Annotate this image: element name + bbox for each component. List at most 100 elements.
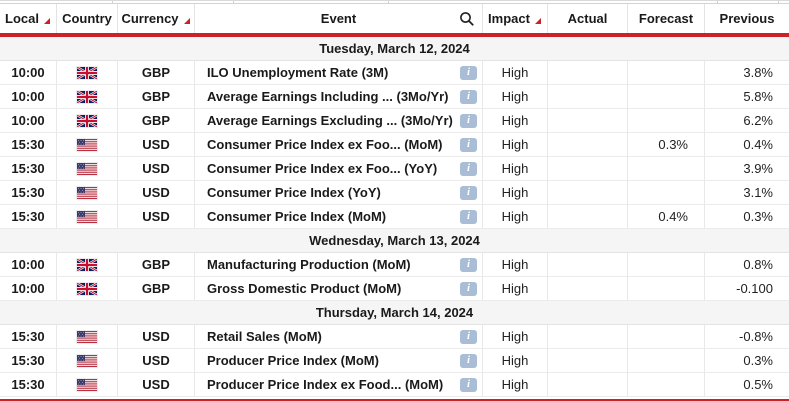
date-header: Tuesday, March 12, 2024 (0, 37, 789, 61)
sort-icon (43, 17, 51, 25)
previous-cell: 5.8% (743, 89, 773, 104)
event-name: Consumer Price Index ex Foo... (YoY) (207, 161, 438, 176)
forecast-cell (628, 349, 705, 372)
impact-cell: High (483, 181, 548, 204)
forecast-cell: 0.4% (628, 205, 705, 228)
impact-cell: High (483, 349, 548, 372)
info-icon[interactable]: i (460, 377, 477, 392)
event-name: Average Earnings Excluding ... (3Mo/Yr) (207, 113, 453, 128)
info-icon[interactable]: i (460, 65, 477, 80)
table-row[interactable]: 15:30 USD Consumer Price Index (YoY) i High 3… (0, 181, 789, 205)
table-row[interactable]: 10:00 GBP Average Earnings Excluding ... (… (0, 109, 789, 133)
previous-cell: 0.3% (743, 353, 773, 368)
info-icon[interactable]: i (460, 257, 477, 272)
currency-cell: USD (118, 349, 195, 372)
currency-cell: GBP (118, 277, 195, 300)
currency-cell: GBP (118, 85, 195, 108)
actual-cell (548, 253, 628, 276)
country-cell (57, 253, 118, 276)
top-edge (0, 0, 789, 4)
event-cell: ILO Unemployment Rate (3M) i (195, 61, 483, 84)
currency-cell: GBP (118, 109, 195, 132)
us-flag-icon (77, 210, 97, 223)
column-label: Impact (488, 11, 530, 26)
event-cell: Producer Price Index ex Food... (MoM) i (195, 373, 483, 396)
table-header: Local Country Currency Event Impact Actu… (0, 4, 789, 33)
info-icon[interactable]: i (460, 209, 477, 224)
country-cell (57, 181, 118, 204)
info-icon[interactable]: i (460, 281, 477, 296)
table-row[interactable]: 10:00 GBP ILO Unemployment Rate (3M) i High 3… (0, 61, 789, 85)
previous-cell: 0.4% (743, 137, 773, 152)
table-row[interactable]: 15:30 USD Producer Price Index (MoM) i High 0… (0, 349, 789, 373)
country-cell (57, 205, 118, 228)
forecast-cell (628, 253, 705, 276)
table-row[interactable]: 15:30 USD Consumer Price Index ex Foo... (… (0, 157, 789, 181)
info-icon[interactable]: i (460, 353, 477, 368)
actual-cell (548, 349, 628, 372)
currency-cell: USD (118, 157, 195, 180)
table-row[interactable]: 10:00 GBP Manufacturing Production (MoM) i H… (0, 253, 789, 277)
event-cell: Gross Domestic Product (MoM) i (195, 277, 483, 300)
currency-cell: USD (118, 181, 195, 204)
info-icon[interactable]: i (460, 161, 477, 176)
country-cell (57, 133, 118, 156)
country-cell (57, 373, 118, 396)
previous-cell: 6.2% (743, 113, 773, 128)
table-body: Tuesday, March 12, 2024 10:00 GBP ILO Unemp… (0, 37, 789, 397)
info-icon[interactable]: i (460, 89, 477, 104)
us-flag-icon (77, 186, 97, 199)
column-label: Local (5, 11, 39, 26)
impact-cell: High (483, 109, 548, 132)
sort-icon (534, 17, 542, 25)
column-header-impact[interactable]: Impact (483, 4, 548, 33)
actual-cell (548, 325, 628, 348)
table-row[interactable]: 10:00 GBP Gross Domestic Product (MoM) i Hig… (0, 277, 789, 301)
uk-flag-icon (76, 65, 98, 80)
time-cell: 15:30 (0, 325, 57, 348)
column-header-local[interactable]: Local (0, 4, 57, 33)
previous-cell: 0.8% (743, 257, 773, 272)
time-cell: 10:00 (0, 277, 57, 300)
us-flag-icon (77, 138, 97, 151)
table-row[interactable]: 15:30 USD Producer Price Index ex Food... … (0, 373, 789, 397)
time-cell: 15:30 (0, 133, 57, 156)
forecast-cell (628, 61, 705, 84)
table-row[interactable]: 15:30 USD Consumer Price Index ex Foo... (… (0, 133, 789, 157)
info-icon[interactable]: i (460, 113, 477, 128)
impact-cell: High (483, 253, 548, 276)
date-header: Wednesday, March 13, 2024 (0, 229, 789, 253)
country-cell (57, 61, 118, 84)
impact-cell: High (483, 133, 548, 156)
info-icon[interactable]: i (460, 185, 477, 200)
column-label: Actual (567, 11, 608, 26)
table-row[interactable]: 10:00 GBP Average Earnings Including ... (… (0, 85, 789, 109)
uk-flag-icon (76, 89, 98, 104)
column-header-event: Event (195, 4, 483, 33)
actual-cell (548, 133, 628, 156)
bottom-divider (0, 399, 789, 401)
table-row[interactable]: 15:30 USD Consumer Price Index (MoM) i High 0… (0, 205, 789, 229)
sort-icon (183, 17, 191, 25)
column-header-currency[interactable]: Currency (118, 4, 195, 33)
search-icon[interactable] (459, 11, 475, 27)
column-header-previous: Previous (705, 4, 789, 33)
info-icon[interactable]: i (460, 137, 477, 152)
event-name: Retail Sales (MoM) (207, 329, 322, 344)
forecast-cell (628, 109, 705, 132)
table-row[interactable]: 15:30 USD Retail Sales (MoM) i High -0.8% (0, 325, 789, 349)
uk-flag-icon (76, 113, 98, 128)
us-flag-icon (77, 378, 97, 391)
date-header: Thursday, March 14, 2024 (0, 301, 789, 325)
previous-cell: -0.100 (736, 281, 773, 296)
event-cell: Producer Price Index (MoM) i (195, 349, 483, 372)
currency-cell: USD (118, 373, 195, 396)
previous-cell: 3.1% (743, 185, 773, 200)
info-icon[interactable]: i (460, 329, 477, 344)
impact-cell: High (483, 325, 548, 348)
event-name: Consumer Price Index (MoM) (207, 209, 387, 224)
forecast-cell (628, 157, 705, 180)
event-cell: Manufacturing Production (MoM) i (195, 253, 483, 276)
event-name: Producer Price Index ex Food... (MoM) (207, 377, 444, 392)
